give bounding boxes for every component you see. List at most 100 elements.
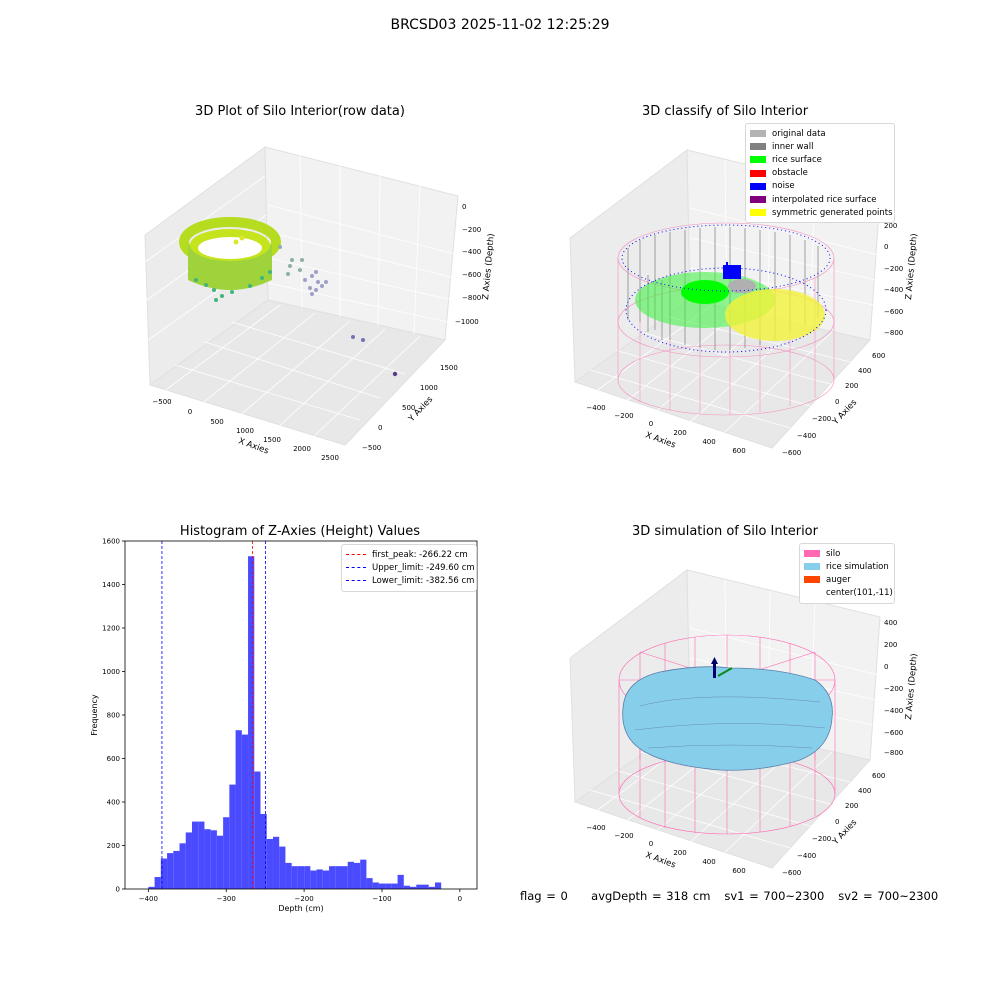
classify-panel-title: 3D classify of Silo Interior: [641, 104, 809, 119]
svg-text:−200: −200: [614, 412, 633, 420]
svg-text:500: 500: [402, 404, 415, 412]
legend-item: noise: [750, 180, 890, 193]
legend-swatch-interpolated: [750, 196, 766, 204]
svg-text:200: 200: [673, 849, 686, 857]
svg-text:−200: −200: [812, 835, 831, 843]
svg-text:0: 0: [462, 203, 466, 211]
histogram-bar: [179, 843, 186, 889]
legend-line-upper-limit: [346, 567, 366, 569]
histogram-reference-lines: [161, 541, 266, 889]
histogram-bar: [322, 870, 330, 889]
classify-inner-wall: [627, 227, 819, 350]
legend-swatch-original-data: [750, 130, 766, 138]
histogram-bar: [291, 866, 298, 889]
svg-text:−400: −400: [884, 286, 903, 294]
histogram-bar: [260, 813, 267, 889]
svg-text:0: 0: [649, 420, 653, 428]
simulation-z-axis-label: Z Axies (Depth): [904, 653, 920, 720]
legend-label: first_peak: -266.22 cm: [372, 549, 468, 560]
svg-text:1500: 1500: [440, 364, 458, 372]
histogram-bar: [266, 838, 273, 889]
simulation-z-ticks: 400 200 0 −200 −400 −600 −800: [884, 619, 903, 757]
svg-text:400: 400: [858, 367, 871, 375]
classify-silo-wireframe: [617, 222, 835, 416]
histogram-x-axis-label: Depth (cm): [278, 904, 323, 913]
svg-text:−200: −200: [884, 265, 903, 273]
svg-text:600: 600: [872, 352, 885, 360]
histogram-frame: [124, 540, 478, 890]
legend-label: auger: [826, 574, 851, 585]
raw-y-ticks: −500 0 500 1000 1500: [362, 364, 458, 452]
y-tick-label: 600: [107, 755, 120, 763]
legend-line-lower-limit: [346, 580, 366, 582]
histogram-bar: [167, 853, 174, 889]
classify-noise-ring: [621, 224, 831, 353]
histogram-bar: [191, 821, 199, 889]
histogram-title: Histogram of Z-Axies (Height) Values: [179, 524, 421, 539]
simulation-panel-title: 3D simulation of Silo Interior: [632, 524, 818, 539]
svg-text:−1000: −1000: [455, 318, 479, 326]
histogram-bar: [391, 883, 398, 889]
figure-suptitle: BRCSD03 2025-11-02 12:25:29: [390, 17, 610, 33]
histogram-bar: [154, 877, 161, 889]
svg-text:−200: −200: [614, 832, 633, 840]
histogram-bars: [148, 556, 442, 889]
svg-text:0: 0: [835, 818, 839, 826]
histogram-bar: [235, 730, 242, 889]
histogram-bar: [353, 862, 361, 889]
legend-item: interpolated rice surface: [750, 193, 890, 206]
raw-y-axis-label: Y Axies: [406, 394, 435, 424]
classify-z-axis-label: Z Axies (Depth): [904, 233, 920, 300]
legend-label: Upper_limit: -249.60 cm: [372, 562, 475, 573]
svg-text:0: 0: [884, 663, 888, 671]
histogram-bar: [297, 866, 305, 889]
histogram-bar: [341, 866, 348, 889]
histogram-bar: [210, 830, 217, 889]
legend-swatch-rice-surface: [750, 156, 766, 164]
histogram-bar: [397, 874, 404, 889]
legend-label: silo: [826, 548, 841, 559]
legend-swatch-noise: [750, 182, 766, 190]
svg-text:−500: −500: [152, 398, 171, 406]
svg-text:−800: −800: [462, 294, 481, 302]
legend-label: original data: [772, 128, 826, 139]
histogram-bar: [204, 829, 211, 889]
svg-text:400: 400: [702, 438, 715, 446]
legend-label: obstacle: [772, 168, 808, 179]
svg-text:−400: −400: [797, 852, 816, 860]
legend-item: Upper_limit: -249.60 cm: [346, 561, 475, 574]
simulation-rice-surface: [622, 666, 833, 771]
svg-text:0: 0: [188, 408, 192, 416]
x-tick-label: −200: [294, 895, 313, 903]
classify-legend: original data inner wall rice surface ob…: [745, 123, 895, 224]
histogram-bar: [254, 771, 261, 889]
simulation-x-axis-label: X Axies: [644, 850, 677, 870]
raw-x-ticks: −500 0 500 1000 1500 2000 2500: [152, 398, 339, 462]
x-tick-label: 0: [458, 895, 462, 903]
histogram-bar: [272, 836, 280, 889]
legend-item: obstacle: [750, 167, 890, 180]
svg-text:0: 0: [884, 243, 888, 251]
x-tick-label: −100: [372, 895, 391, 903]
svg-text:−200: −200: [812, 415, 831, 423]
legend-label: noise: [772, 181, 795, 192]
classify-x-axis-label: X Axies: [644, 430, 677, 450]
avg-depth-readout: avgDepth = 318 cm: [591, 889, 711, 903]
legend-label: rice simulation: [826, 561, 889, 572]
histogram-bar: [335, 866, 342, 889]
svg-text:200: 200: [845, 802, 858, 810]
histogram-bar: [248, 556, 255, 889]
svg-text:1500: 1500: [263, 436, 281, 444]
classify-y-ticks: −600 −400 −200 0 200 400 600: [782, 352, 885, 457]
histogram-bar: [185, 832, 192, 889]
raw-x-axis-label: X Axies: [237, 436, 270, 456]
svg-text:−400: −400: [462, 248, 481, 256]
simulation-auger: [711, 657, 733, 678]
histogram-bar: [229, 784, 236, 889]
svg-text:600: 600: [732, 447, 745, 455]
histogram-bar: [422, 884, 429, 889]
sv1-readout: sv1 = 700~2300: [724, 889, 825, 903]
svg-text:−600: −600: [782, 449, 801, 457]
x-tick-label: −300: [217, 895, 236, 903]
legend-item: Lower_limit: -382.56 cm: [346, 574, 474, 587]
